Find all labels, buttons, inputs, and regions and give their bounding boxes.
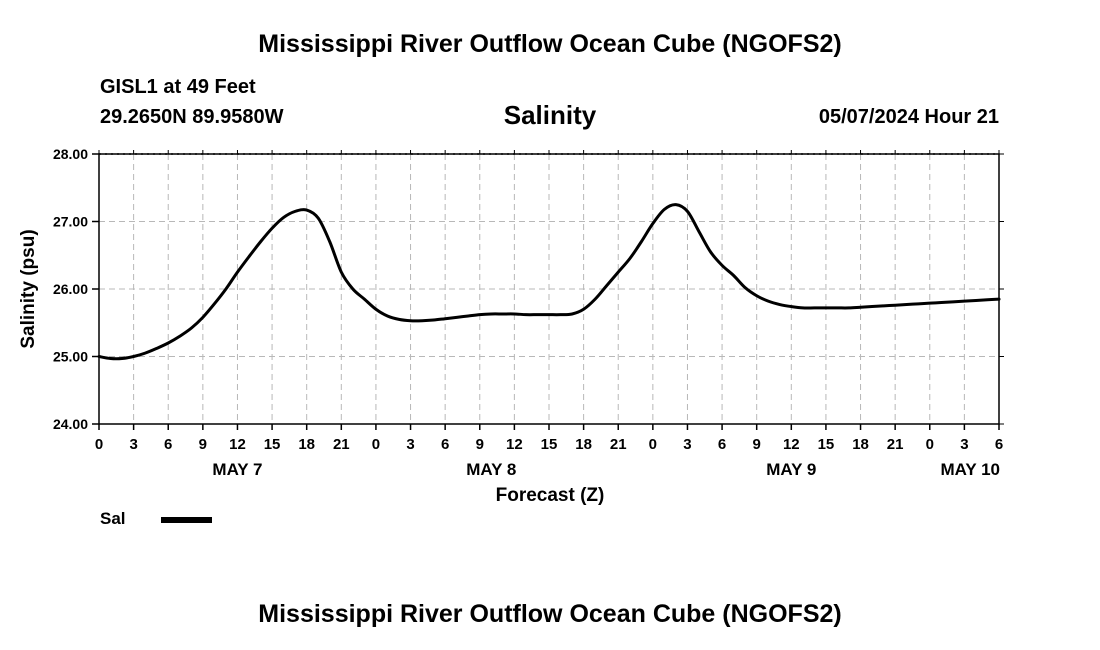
x-tick-label: 12 (229, 436, 246, 453)
x-tick-label: 3 (406, 436, 414, 453)
footer-title: Mississippi River Outflow Ocean Cube (NG… (258, 600, 842, 628)
x-tick-label: 3 (129, 436, 137, 453)
x-tick-label: 18 (852, 436, 869, 453)
y-axis-title: Salinity (psu) (18, 229, 39, 348)
x-tick-label: 6 (164, 436, 172, 453)
x-tick-label: 21 (610, 436, 627, 453)
x-tick-label: 0 (926, 436, 934, 453)
x-tick-label: 9 (199, 436, 207, 453)
x-tick-label: 18 (575, 436, 592, 453)
x-tick-label: 15 (818, 436, 835, 453)
x-tick-label: 3 (960, 436, 968, 453)
day-label: MAY 8 (466, 460, 516, 479)
x-tick-label: 12 (783, 436, 800, 453)
y-tick-label: 28.00 (53, 146, 88, 162)
chart-title: Salinity (503, 100, 597, 130)
legend-label: Sal (100, 509, 126, 528)
y-tick-label: 24.00 (53, 416, 88, 432)
x-tick-label: 0 (95, 436, 103, 453)
x-tick-label: 6 (995, 436, 1003, 453)
x-tick-label: 12 (506, 436, 523, 453)
legend-line-swatch (161, 517, 212, 523)
x-tick-label: 9 (476, 436, 484, 453)
x-tick-label: 21 (333, 436, 350, 453)
x-tick-label: 0 (649, 436, 657, 453)
x-axis-title: Forecast (Z) (496, 485, 605, 506)
y-tick-label: 27.00 (53, 214, 88, 230)
station-coordinates: 29.2650N 89.9580W (100, 106, 284, 128)
x-tick-label: 0 (372, 436, 380, 453)
day-label: MAY 9 (766, 460, 816, 479)
page-title: Mississippi River Outflow Ocean Cube (NG… (258, 30, 842, 58)
y-tick-label: 26.00 (53, 281, 88, 297)
station-label: GISL1 at 49 Feet (100, 76, 256, 98)
x-tick-label: 15 (541, 436, 558, 453)
x-tick-label: 6 (718, 436, 726, 453)
x-tick-label: 15 (264, 436, 281, 453)
x-tick-label: 6 (441, 436, 449, 453)
x-tick-label: 21 (887, 436, 904, 453)
day-label: MAY 10 (940, 460, 1000, 479)
salinity-series-line (97, 203, 1001, 361)
x-tick-label: 9 (753, 436, 761, 453)
forecast-datetime: 05/07/2024 Hour 21 (818, 106, 999, 128)
y-tick-label: 25.00 (53, 349, 88, 365)
day-label: MAY 7 (212, 460, 262, 479)
x-tick-label: 3 (683, 436, 691, 453)
x-tick-label: 18 (298, 436, 315, 453)
